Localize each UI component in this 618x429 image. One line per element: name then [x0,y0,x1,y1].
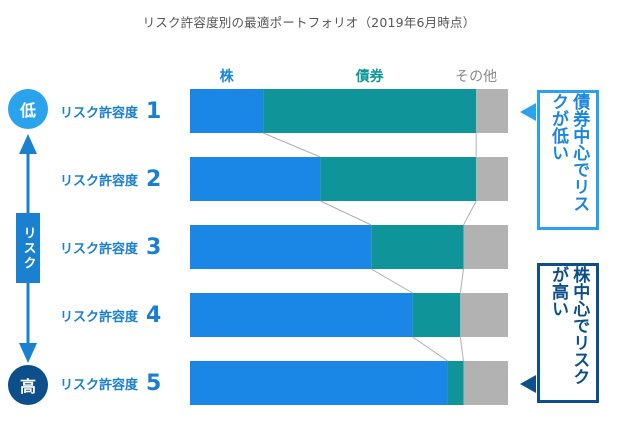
row-label-3: リスク許容度 3 [60,232,184,262]
connector-line [412,336,448,362]
connector-line [459,336,464,362]
row-label-number: 2 [146,166,162,192]
callout-high-risk: 株中心でリスクが高い [537,263,599,403]
bar-bond-2 [320,157,477,201]
row-label-1: リスク許容度 1 [60,96,184,126]
connector-line [459,268,464,294]
bar-bond-5 [447,361,464,405]
bar-other-5 [463,361,508,405]
bar-bond-1 [263,89,477,133]
connector-line [463,200,477,226]
bar-bond-3 [371,225,464,269]
header-other: その他 [455,69,498,85]
row-label-text: リスク許容度 [60,377,139,393]
bar-bond-4 [412,293,461,337]
row-label-text: リスク許容度 [60,241,139,257]
bar-stock-2 [190,157,321,201]
header-stock: 株 [219,69,234,85]
bar-stock-3 [190,225,372,269]
callout-low-pointer [520,103,536,121]
callout-low-risk: 債券中心でリスクが低い [537,90,599,230]
bar-stock-4 [190,293,413,337]
low-risk-circle: 低 [8,89,48,129]
callout-high-pointer [520,375,536,393]
row-label-number: 1 [146,98,162,124]
high-risk-circle: 高 [8,365,48,405]
row-label-text: リスク許容度 [60,309,139,325]
bar-other-1 [476,89,508,133]
row-label-5: リスク許容度 5 [60,368,184,398]
row-label-number: 4 [146,302,162,328]
connector-line [320,200,372,226]
header-bond: 債券 [355,69,384,85]
bar-stock-5 [190,361,448,405]
row-label-text: リスク許容度 [60,105,139,121]
row-label-number: 3 [146,234,162,260]
chart-title: リスク許容度別の最適ポートフォリオ（2019年6月時点） [142,15,476,30]
row-label-text: リスク許容度 [60,173,139,189]
connector-line [371,268,413,294]
bar-other-3 [463,225,508,269]
row-label-4: リスク許容度 4 [60,300,184,330]
risk-axis-label: リスク [16,213,40,283]
bar-stock-1 [190,89,264,133]
row-label-2: リスク許容度 2 [60,164,184,194]
bar-other-4 [460,293,508,337]
bar-other-2 [476,157,508,201]
row-label-number: 5 [146,370,162,396]
connector-line [262,132,321,158]
